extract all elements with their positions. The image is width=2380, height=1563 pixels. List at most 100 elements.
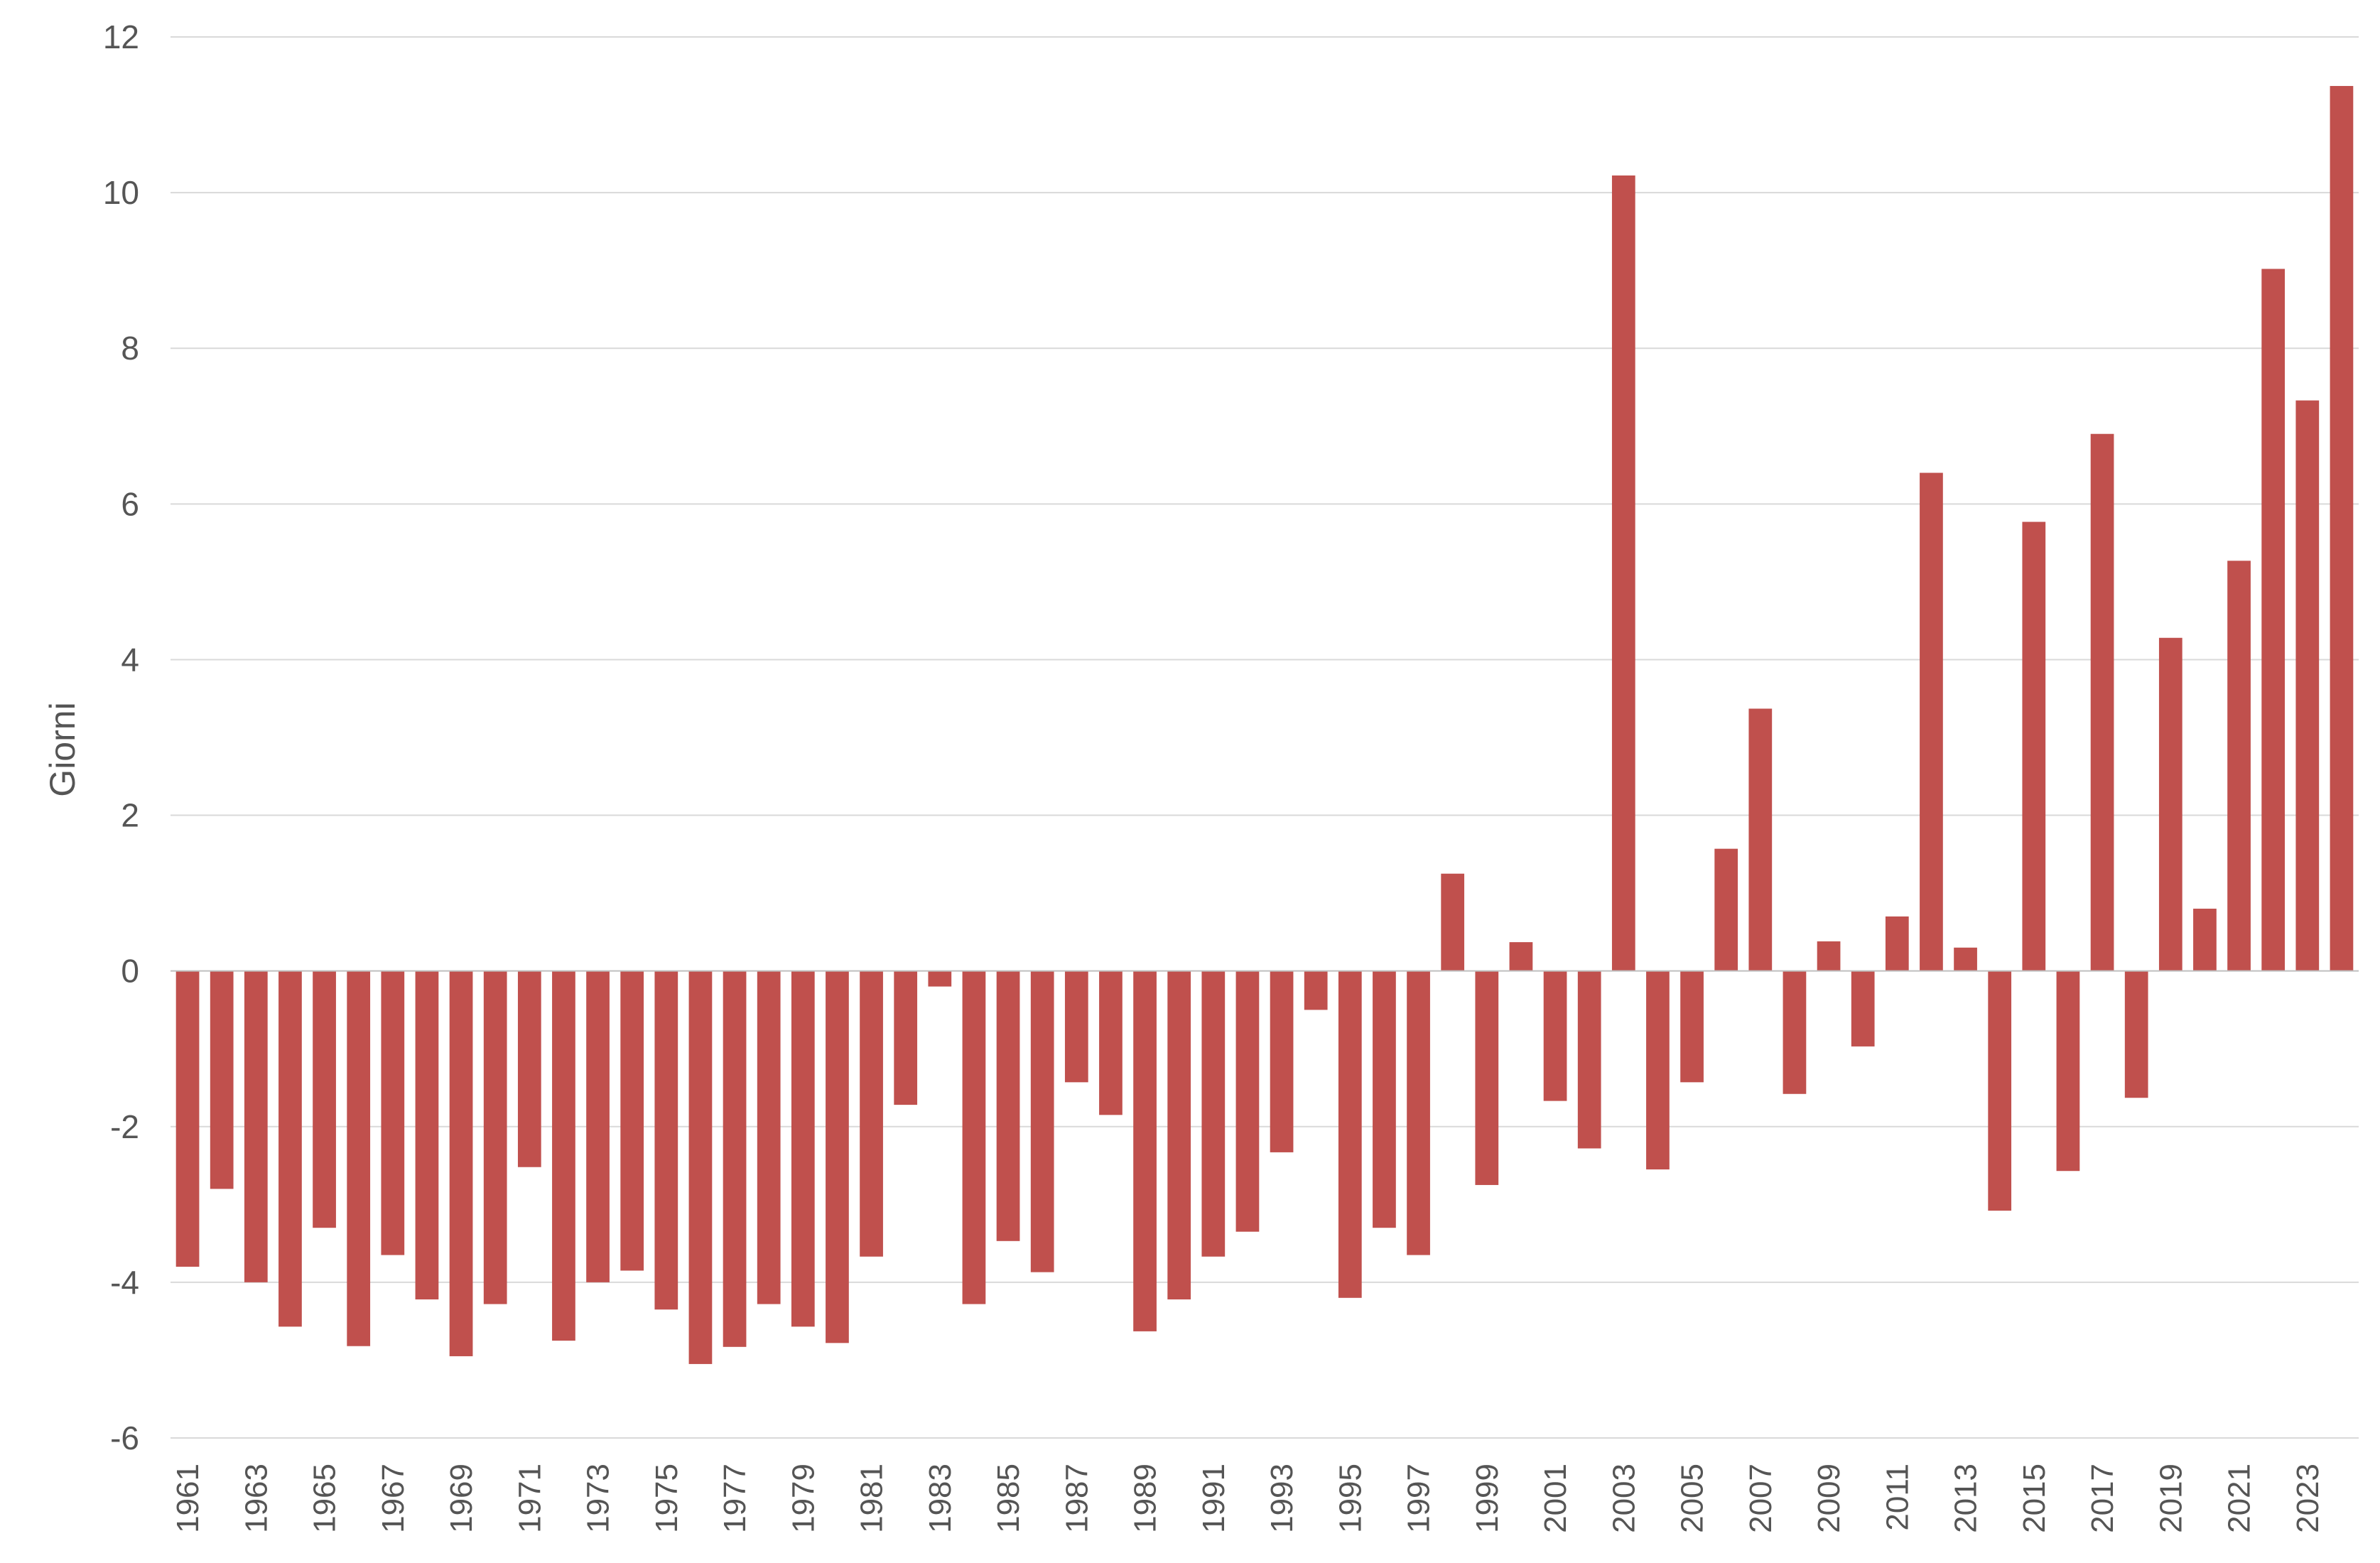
bar-2020 xyxy=(2193,909,2217,971)
bar-2004 xyxy=(1646,970,1670,1170)
x-tick-label: 2011 xyxy=(1880,1464,1915,1531)
bar-2023 xyxy=(2295,400,2320,971)
x-tick-labels: 1961 1963 1965 1967 1969 1971 1973 1975 1977 1979… xyxy=(171,1464,2325,1533)
bar-1979 xyxy=(791,970,815,1327)
y-tick-label: 10 xyxy=(103,174,139,211)
x-tick-label: 1979 xyxy=(786,1464,821,1533)
bar-1998 xyxy=(1441,873,1465,971)
y-tick-labels: -6 -4 -2 0 2 4 6 8 10 12 xyxy=(103,18,139,1456)
bar-1969 xyxy=(449,970,473,1356)
bar-1978 xyxy=(757,970,781,1304)
bar-2018 xyxy=(2124,970,2148,1098)
bar-1968 xyxy=(415,970,439,1299)
bar-2006 xyxy=(1714,848,1738,971)
y-tick-label: 6 xyxy=(121,485,139,522)
bar-2009 xyxy=(1817,941,1841,971)
bar-1961 xyxy=(175,970,200,1267)
x-tick-label: 2019 xyxy=(2153,1464,2188,1533)
bar-1980 xyxy=(826,970,849,1343)
y-axis-title: Giorni xyxy=(43,702,82,796)
x-tick-label: 1967 xyxy=(376,1464,411,1533)
bar-1972 xyxy=(552,970,575,1341)
x-tick-label: 2001 xyxy=(1538,1464,1573,1533)
bar-1976 xyxy=(688,970,713,1364)
x-tick-label: 1997 xyxy=(1402,1464,1437,1533)
x-tick-label: 1995 xyxy=(1333,1464,1368,1533)
bar-1995 xyxy=(1338,970,1362,1298)
bar-1982 xyxy=(894,970,918,1105)
bar-1997 xyxy=(1407,970,1430,1255)
x-tick-label: 1961 xyxy=(171,1464,205,1533)
bar-2003 xyxy=(1611,175,1635,971)
y-tick-label: -2 xyxy=(110,1108,139,1145)
bar-1983 xyxy=(928,970,952,987)
x-tick-label: 1999 xyxy=(1470,1464,1505,1533)
y-tick-label: -6 xyxy=(110,1419,139,1456)
x-tick-label: 1983 xyxy=(923,1464,958,1533)
y-tick-label: 0 xyxy=(121,953,139,990)
bar-2000 xyxy=(1509,942,1533,971)
bar-1992 xyxy=(1235,970,1260,1232)
x-tick-label: 1973 xyxy=(581,1464,616,1533)
y-tick-label: 8 xyxy=(121,330,139,367)
x-tick-label: 1975 xyxy=(649,1464,684,1533)
x-tick-label: 2003 xyxy=(1606,1464,1641,1533)
bar-1965 xyxy=(313,970,336,1228)
bar-1975 xyxy=(654,970,678,1310)
bar-2010 xyxy=(1851,970,1875,1046)
x-tick-label: 2005 xyxy=(1675,1464,1710,1533)
x-tick-label: 2021 xyxy=(2222,1464,2257,1533)
x-tick-label: 2013 xyxy=(1949,1464,1984,1533)
bar-1974 xyxy=(620,970,644,1271)
bar-1994 xyxy=(1304,970,1328,1010)
x-tick-label: 2009 xyxy=(1812,1464,1846,1533)
x-tick-label: 1991 xyxy=(1196,1464,1231,1533)
bar-2013 xyxy=(1954,947,1977,971)
bar-1989 xyxy=(1133,970,1157,1331)
bar-1986 xyxy=(1030,970,1054,1272)
bar-2021 xyxy=(2227,561,2251,971)
bar-2012 xyxy=(1920,472,1943,971)
x-tick-label: 1963 xyxy=(239,1464,274,1533)
bar-1991 xyxy=(1201,970,1226,1257)
bar-1996 xyxy=(1373,970,1396,1228)
x-tick-label: 1977 xyxy=(718,1464,752,1533)
bar-2001 xyxy=(1543,970,1567,1101)
x-tick-label: 1969 xyxy=(444,1464,479,1533)
bar-1966 xyxy=(347,970,371,1346)
bar-1964 xyxy=(278,970,302,1327)
bar-2005 xyxy=(1680,970,1704,1083)
x-tick-label: 1985 xyxy=(991,1464,1026,1533)
bar-2017 xyxy=(2090,433,2114,971)
bar-1962 xyxy=(210,970,234,1189)
y-tick-label: 4 xyxy=(121,641,139,678)
bar-1993 xyxy=(1270,970,1294,1152)
bar-2002 xyxy=(1577,970,1601,1149)
x-tick-label: 2023 xyxy=(2290,1464,2325,1533)
bars xyxy=(175,86,2354,1364)
y-tick-label: 12 xyxy=(103,18,139,55)
bar-1963 xyxy=(244,970,268,1282)
bar-1973 xyxy=(586,970,610,1282)
bar-2011 xyxy=(1885,916,1909,971)
x-tick-label: 2017 xyxy=(2085,1464,2120,1533)
bar-1987 xyxy=(1064,970,1088,1083)
x-tick-label: 1993 xyxy=(1265,1464,1299,1533)
bar-1970 xyxy=(483,970,507,1304)
bar-2014 xyxy=(1988,970,2012,1211)
bar-2015 xyxy=(2022,521,2046,971)
x-tick-label: 1971 xyxy=(512,1464,547,1533)
bar-1971 xyxy=(517,970,541,1167)
bar-2022 xyxy=(2261,269,2286,971)
bar-1990 xyxy=(1167,970,1191,1299)
y-tick-label: -4 xyxy=(110,1264,139,1301)
x-tick-label: 2007 xyxy=(1743,1464,1778,1533)
bar-1984 xyxy=(962,970,986,1304)
x-tick-label: 1965 xyxy=(308,1464,342,1533)
bar-1967 xyxy=(381,970,405,1255)
x-tick-label: 1989 xyxy=(1128,1464,1163,1533)
y-tick-label: 2 xyxy=(121,797,139,834)
bar-1981 xyxy=(860,970,883,1257)
bar-2019 xyxy=(2158,637,2182,971)
